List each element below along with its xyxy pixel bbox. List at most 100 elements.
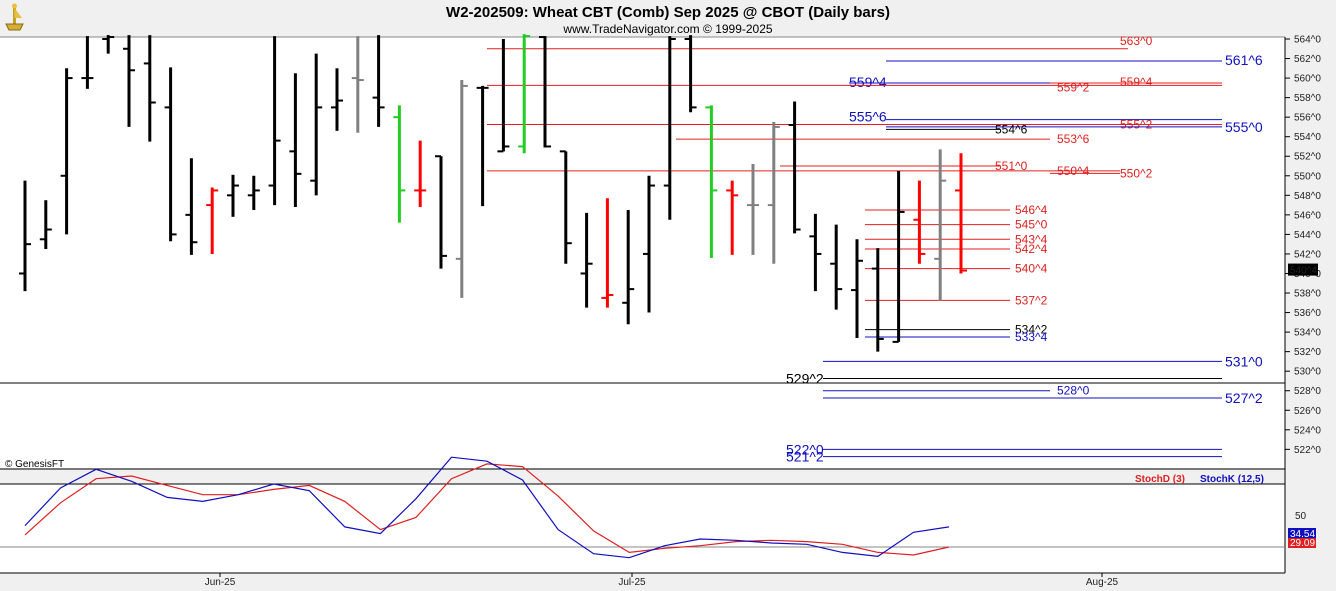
ohlc-bar [913,180,926,264]
level-label: 543^4 [1015,232,1048,246]
level-label: 533^4 [1015,330,1048,344]
ohlc-bar [559,150,572,264]
ohlc-bar [934,149,947,301]
ohlc-bars [19,34,967,352]
y-tick-label: 524^0 [1294,425,1321,436]
y-tick-label: 544^0 [1294,230,1321,241]
stoch-tick-50: 50 [1295,511,1307,522]
ohlc-bar [39,200,52,250]
stochd-value: 29.09 [1290,538,1315,549]
logo-icon [5,3,24,31]
level-label: 554^6 [995,122,1028,136]
x-axis: Jun-25 Jul-25 Aug-25 [205,573,1119,588]
ohlc-bar [372,35,385,127]
level-label: 537^2 [1015,293,1048,307]
ohlc-bar [601,198,614,308]
ohlc-bar [185,158,198,255]
level-label: 531^0 [1225,353,1263,369]
chart-title: W2-202509: Wheat CBT (Comb) Sep 2025 @ C… [446,4,890,21]
ohlc-bar [455,80,468,298]
level-label: 521^2 [786,449,824,465]
ohlc-bar [497,39,510,153]
level-label: 545^0 [1015,218,1048,232]
y-tick-label: 546^0 [1294,210,1321,221]
y-tick-label: 528^0 [1294,386,1321,397]
y-tick-label: 562^0 [1294,54,1321,65]
ohlc-bar [767,122,780,264]
ohlc-bar [955,153,967,274]
level-label: 542^4 [1015,242,1048,256]
x-tick-label: Jul-25 [618,577,646,588]
ohlc-bar [622,209,635,325]
y-tick-label: 532^0 [1294,347,1321,358]
ohlc-bar [643,175,655,313]
y-tick-label: 560^0 [1294,74,1321,85]
ohlc-bar [871,248,884,352]
ohlc-bar [851,239,863,338]
y-tick-label: 552^0 [1294,152,1321,163]
level-label: 559^4 [1120,75,1153,89]
y-tick-label: 538^0 [1294,289,1321,300]
y-tick-label: 550^0 [1294,171,1321,182]
y-tick-label: 536^0 [1294,308,1321,319]
ohlc-bar [81,36,94,89]
ohlc-bar [830,224,843,310]
level-label: 555^0 [1225,119,1263,135]
level-label: 553^6 [1057,132,1090,146]
x-tick-label: Aug-25 [1086,577,1119,588]
price-panel [0,37,1285,468]
y-tick-label: 556^0 [1294,113,1321,124]
level-label: 563^0 [1120,34,1153,48]
level-label: 534^2 [1015,323,1048,337]
ohlc-bar [580,212,593,308]
price-levels: 563^0 561^6 559^4 559^2 559^4 555^6 555^2 555^0… [487,34,1263,465]
y-tick-label: 534^0 [1294,328,1321,339]
y-tick-label: 558^0 [1294,93,1321,104]
ohlc-bar [60,68,73,235]
ohlc-bar [102,35,115,54]
ohlc-bar [663,36,676,220]
ohlc-bar [331,68,343,131]
ohlc-bar [164,67,177,242]
x-tick-label: Jun-25 [205,577,236,588]
stochk-legend: StochK (12,5) [1200,474,1264,485]
stochd-value-box [1288,538,1316,548]
level-label: 522^0 [786,441,824,457]
y-tick-label: 526^0 [1294,406,1321,417]
copyright-label: © GenesisFT [5,459,64,470]
stochd-legend: StochD (3) [1135,474,1185,485]
y-tick-label: 554^0 [1294,132,1321,143]
level-label: 540^4 [1015,262,1048,276]
y-tick-label: 542^0 [1294,249,1321,260]
ohlc-bar [726,180,739,255]
ohlc-bar [892,170,905,343]
level-label: 550^2 [1120,166,1153,180]
last-price-label: 540^4 [1290,266,1317,277]
ohlc-bar [268,36,281,206]
y-tick-label: 530^0 [1294,367,1321,378]
y-tick-label: 522^0 [1294,445,1321,456]
ohlc-bar [143,35,156,142]
level-label: 555^2 [1120,117,1153,131]
level-label: 529^2 [786,371,824,387]
level-label: 559^2 [1057,80,1090,94]
ohlc-bar [747,164,759,255]
level-label: 555^6 [849,109,887,125]
ohlc-bar [206,187,219,254]
level-label: 527^2 [1225,390,1263,406]
ohlc-bar [788,101,801,234]
ohlc-bar [123,35,135,127]
source-label: www.TradeNavigator.com © 1999-2025 [562,22,772,36]
stochk-value: 34.54 [1290,529,1315,540]
ohlc-bar [705,105,718,258]
ohlc-bar [19,180,31,292]
level-label: 546^4 [1015,203,1048,217]
ohlc-bar [227,174,239,217]
ohlc-bar [393,105,406,223]
stochk-line [24,456,950,559]
level-label: 528^0 [1057,384,1090,398]
ohlc-bar [809,213,822,292]
ohlc-bar [435,155,447,269]
ohlc-bar [476,85,489,207]
stochd-line [24,463,950,556]
